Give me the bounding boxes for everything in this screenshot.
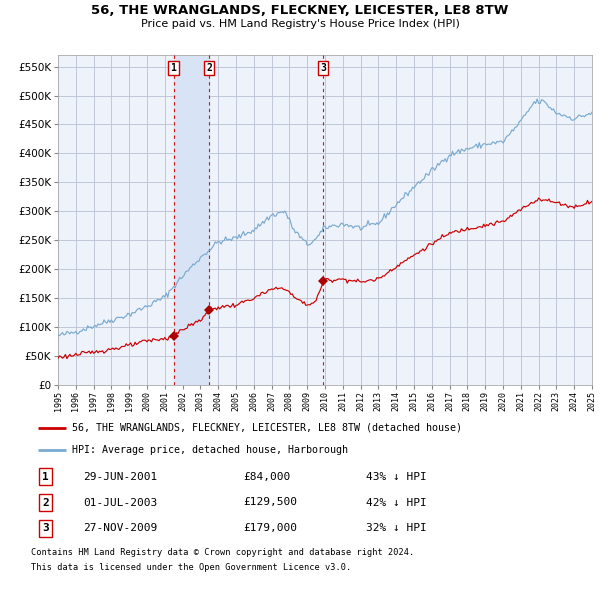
Text: 3: 3 bbox=[43, 523, 49, 533]
Text: HPI: Average price, detached house, Harborough: HPI: Average price, detached house, Harb… bbox=[72, 445, 348, 455]
Text: 43% ↓ HPI: 43% ↓ HPI bbox=[366, 471, 427, 481]
Text: £84,000: £84,000 bbox=[243, 471, 290, 481]
Text: 2: 2 bbox=[43, 497, 49, 507]
Text: £179,000: £179,000 bbox=[243, 523, 297, 533]
Bar bbox=[173, 55, 209, 385]
Text: 1: 1 bbox=[43, 471, 49, 481]
Text: 01-JUL-2003: 01-JUL-2003 bbox=[83, 497, 157, 507]
Text: 29-JUN-2001: 29-JUN-2001 bbox=[83, 471, 157, 481]
Text: Price paid vs. HM Land Registry's House Price Index (HPI): Price paid vs. HM Land Registry's House … bbox=[140, 19, 460, 30]
Text: 32% ↓ HPI: 32% ↓ HPI bbox=[366, 523, 427, 533]
Text: 42% ↓ HPI: 42% ↓ HPI bbox=[366, 497, 427, 507]
Text: 3: 3 bbox=[320, 63, 326, 73]
Text: 56, THE WRANGLANDS, FLECKNEY, LEICESTER, LE8 8TW: 56, THE WRANGLANDS, FLECKNEY, LEICESTER,… bbox=[91, 4, 509, 17]
Text: Contains HM Land Registry data © Crown copyright and database right 2024.: Contains HM Land Registry data © Crown c… bbox=[31, 548, 415, 557]
Text: This data is licensed under the Open Government Licence v3.0.: This data is licensed under the Open Gov… bbox=[31, 563, 352, 572]
Text: 27-NOV-2009: 27-NOV-2009 bbox=[83, 523, 157, 533]
Text: £129,500: £129,500 bbox=[243, 497, 297, 507]
Text: 56, THE WRANGLANDS, FLECKNEY, LEICESTER, LE8 8TW (detached house): 56, THE WRANGLANDS, FLECKNEY, LEICESTER,… bbox=[72, 422, 462, 432]
Text: 2: 2 bbox=[206, 63, 212, 73]
Text: 1: 1 bbox=[170, 63, 176, 73]
